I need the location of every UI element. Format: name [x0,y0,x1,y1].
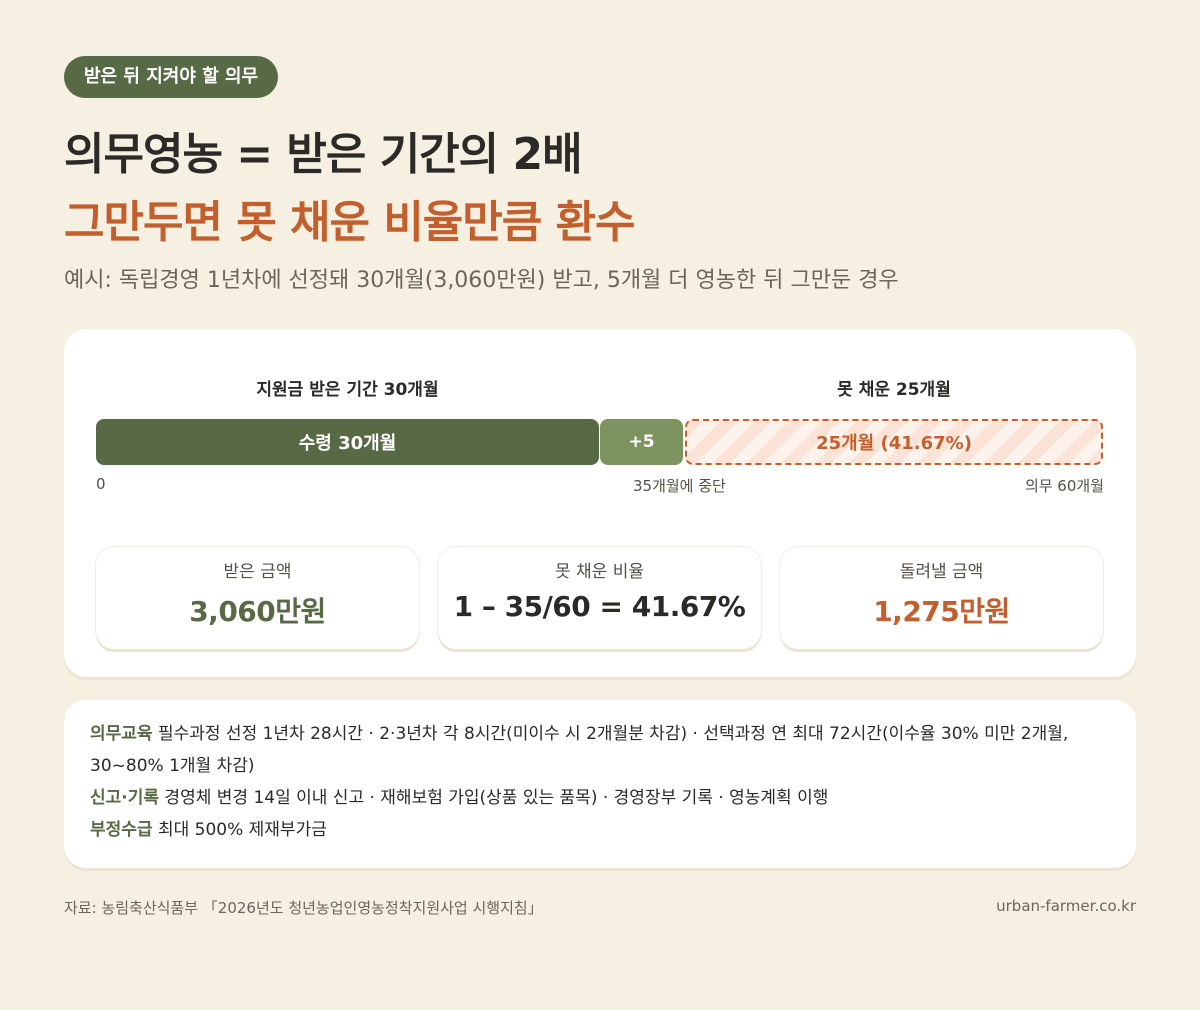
received-bar: 수령 30개월 [96,419,599,465]
received-period-label: 지원금 받은 기간 30개월 [256,380,439,400]
note-text: 최대 500% 제재부가금 [152,820,327,840]
note-fraud: 부정수급 최대 500% 제재부가금 [90,814,1110,846]
extra-bar-label: +5 [628,432,655,452]
tick-end: 의무 60개월 [1024,477,1104,495]
tick-start: 0 [96,475,106,493]
note-education: 의무교육 필수과정 선정 1년차 28시간 · 2·3년차 각 8시간(미이수 … [90,718,1110,782]
stat-label: 받은 금액 [223,562,292,582]
unfilled-period-label: 못 채운 25개월 [837,380,951,400]
obligations-notes: 의무교육 필수과정 선정 1년차 28시간 · 2·3년차 각 8시간(미이수 … [64,700,1136,868]
stat-label: 못 채운 비율 [554,562,644,582]
example-subtitle: 예시: 독립경영 1년차에 선정돼 30개월(3,060만원) 받고, 5개월 … [64,268,899,293]
note-key: 의무교육 [90,724,153,744]
note-key: 부정수급 [90,820,153,840]
section-badge: 받은 뒤 지켜야 할 의무 [64,56,279,98]
stat-value: 1 – 35/60 = 41.67% [453,590,746,623]
note-reporting: 신고·기록 경영체 변경 14일 이내 신고 · 재해보험 가입(상품 있는 품… [90,782,1110,814]
page-title: 의무영농 = 받은 기간의 2배 [64,129,583,180]
stat-refund-amount: 돌려낼 금액 1,275만원 [780,547,1103,649]
note-key: 신고·기록 [90,788,160,808]
site-url: urban-farmer.co.kr [996,897,1136,915]
tick-stop: 35개월에 중단 [633,477,726,495]
stat-value: 1,275만원 [873,595,1010,628]
stat-unfilled-ratio: 못 채운 비율 1 – 35/60 = 41.67% [438,547,761,649]
page-title-highlight: 그만두면 못 채운 비율만큼 환수 [64,197,636,248]
note-text: 경영체 변경 14일 이내 신고 · 재해보험 가입(상품 있는 품목) · 경… [159,788,829,808]
stat-label: 돌려낼 금액 [899,562,984,582]
stat-received-amount: 받은 금액 3,060만원 [96,547,419,649]
stat-value: 3,060만원 [189,595,326,628]
unfilled-bar: 25개월 (41.67%) [685,419,1103,465]
note-text: 필수과정 선정 1년차 28시간 · 2·3년차 각 8시간(미이수 시 2개월… [90,724,1069,776]
extra-bar: +5 [600,419,683,465]
unfilled-bar-label: 25개월 (41.67%) [816,433,972,454]
timeline-card: 지원금 받은 기간 30개월 못 채운 25개월 수령 30개월 +5 25개월… [64,329,1136,677]
received-bar-label: 수령 30개월 [298,433,397,454]
source-credit: 자료: 농림축산식품부 「2026년도 청년농업인영농정착지원사업 시행지침」 [64,899,543,917]
